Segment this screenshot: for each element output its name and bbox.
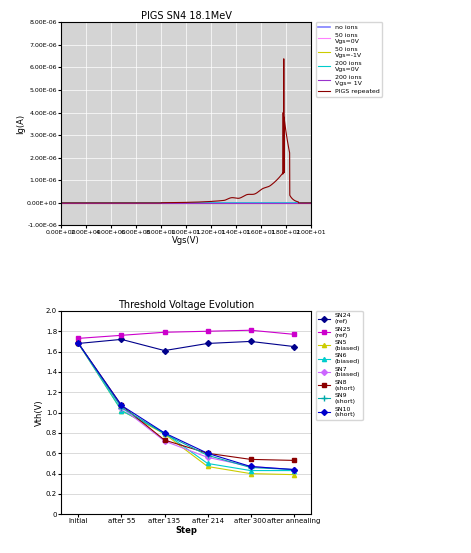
PIGS repeated bbox=[244, 191, 250, 198]
SN25
(ref) bbox=[76, 335, 81, 342]
PIGS repeated bbox=[308, 200, 314, 206]
SN7
(biased) bbox=[248, 463, 253, 470]
SN24
(ref) bbox=[76, 340, 81, 347]
Line: SN6
(biased): SN6 (biased) bbox=[76, 341, 296, 473]
200 ions
Vgs=0V bbox=[293, 200, 299, 206]
Line: SN8
(short): SN8 (short) bbox=[76, 341, 296, 462]
200 ions
Vgs=0V bbox=[308, 200, 314, 206]
200 ions
Vgs=0V bbox=[292, 200, 298, 206]
SN5
(biased) bbox=[162, 431, 167, 437]
SN6
(biased) bbox=[162, 430, 167, 436]
Line: PIGS repeated: PIGS repeated bbox=[61, 59, 311, 203]
Title: Threshold Voltage Evolution: Threshold Voltage Evolution bbox=[118, 300, 254, 310]
SN10
(short) bbox=[162, 430, 167, 436]
SN10
(short) bbox=[205, 450, 211, 457]
SN8
(short) bbox=[205, 450, 211, 457]
X-axis label: Vgs(V): Vgs(V) bbox=[172, 236, 200, 245]
SN6
(biased) bbox=[205, 460, 211, 467]
SN9
(short) bbox=[205, 452, 211, 458]
Y-axis label: Ig(A): Ig(A) bbox=[16, 114, 25, 134]
SN25
(ref) bbox=[162, 329, 167, 336]
SN25
(ref) bbox=[248, 327, 253, 333]
SN8
(short) bbox=[248, 456, 253, 463]
SN6
(biased) bbox=[76, 340, 81, 347]
SN24
(ref) bbox=[162, 347, 167, 354]
SN24
(ref) bbox=[248, 338, 253, 345]
Line: SN7
(biased): SN7 (biased) bbox=[76, 341, 296, 472]
Line: SN10
(short): SN10 (short) bbox=[76, 341, 296, 472]
SN7
(biased) bbox=[205, 454, 211, 461]
Legend: SN24
(ref), SN25
(ref), SN5
(biased), SN6
(biased), SN7
(biased), SN8
(short), S: SN24 (ref), SN25 (ref), SN5 (biased), SN… bbox=[316, 311, 363, 420]
SN9
(short) bbox=[76, 340, 81, 347]
PIGS repeated bbox=[58, 200, 64, 206]
SN25
(ref) bbox=[119, 332, 124, 338]
Line: SN9
(short): SN9 (short) bbox=[76, 341, 296, 472]
SN10
(short) bbox=[291, 466, 296, 473]
Line: SN25
(ref): SN25 (ref) bbox=[76, 328, 296, 341]
SN7
(biased) bbox=[291, 466, 296, 473]
200 ions
Vgs=0V bbox=[58, 200, 64, 206]
SN8
(short) bbox=[76, 340, 81, 347]
Line: SN5
(biased): SN5 (biased) bbox=[76, 341, 296, 477]
PIGS repeated bbox=[154, 200, 160, 206]
SN24
(ref) bbox=[119, 336, 124, 343]
SN10
(short) bbox=[248, 463, 253, 470]
PIGS repeated bbox=[104, 200, 109, 206]
PIGS repeated bbox=[221, 197, 227, 204]
SN6
(biased) bbox=[291, 467, 296, 474]
SN6
(biased) bbox=[248, 467, 253, 474]
SN5
(biased) bbox=[248, 470, 253, 477]
SN9
(short) bbox=[119, 404, 124, 411]
SN5
(biased) bbox=[205, 463, 211, 470]
SN7
(biased) bbox=[119, 404, 124, 411]
SN5
(biased) bbox=[291, 471, 296, 478]
SN9
(short) bbox=[162, 431, 167, 437]
SN24
(ref) bbox=[291, 343, 296, 350]
SN8
(short) bbox=[162, 437, 167, 444]
PIGS repeated bbox=[264, 184, 269, 191]
SN5
(biased) bbox=[76, 340, 81, 347]
200 ions
Vgs=0V bbox=[292, 199, 298, 206]
SN7
(biased) bbox=[76, 340, 81, 347]
SN7
(biased) bbox=[162, 438, 167, 445]
Legend: no ions, 50 ions
Vgs=0V, 50 ions
Vgs=-1V, 200 ions
Vgs=0V, 200 ions
Vgs= 1V, PIG: no ions, 50 ions Vgs=0V, 50 ions Vgs=-1V… bbox=[316, 22, 382, 97]
SN5
(biased) bbox=[119, 407, 124, 414]
SN25
(ref) bbox=[205, 328, 211, 335]
SN24
(ref) bbox=[205, 340, 211, 347]
SN10
(short) bbox=[119, 402, 124, 409]
PIGS repeated bbox=[208, 198, 214, 205]
PIGS repeated bbox=[281, 55, 287, 62]
SN6
(biased) bbox=[119, 407, 124, 414]
SN9
(short) bbox=[248, 464, 253, 471]
SN10
(short) bbox=[76, 340, 81, 347]
X-axis label: Step: Step bbox=[175, 526, 197, 535]
SN8
(short) bbox=[291, 457, 296, 464]
Title: PIGS SN4 18.1MeV: PIGS SN4 18.1MeV bbox=[141, 12, 231, 22]
SN8
(short) bbox=[119, 402, 124, 409]
Y-axis label: Vth(V): Vth(V) bbox=[35, 399, 44, 426]
Line: SN24
(ref): SN24 (ref) bbox=[76, 337, 296, 353]
SN25
(ref) bbox=[291, 331, 296, 338]
SN9
(short) bbox=[291, 466, 296, 473]
200 ions
Vgs=0V bbox=[292, 199, 298, 206]
